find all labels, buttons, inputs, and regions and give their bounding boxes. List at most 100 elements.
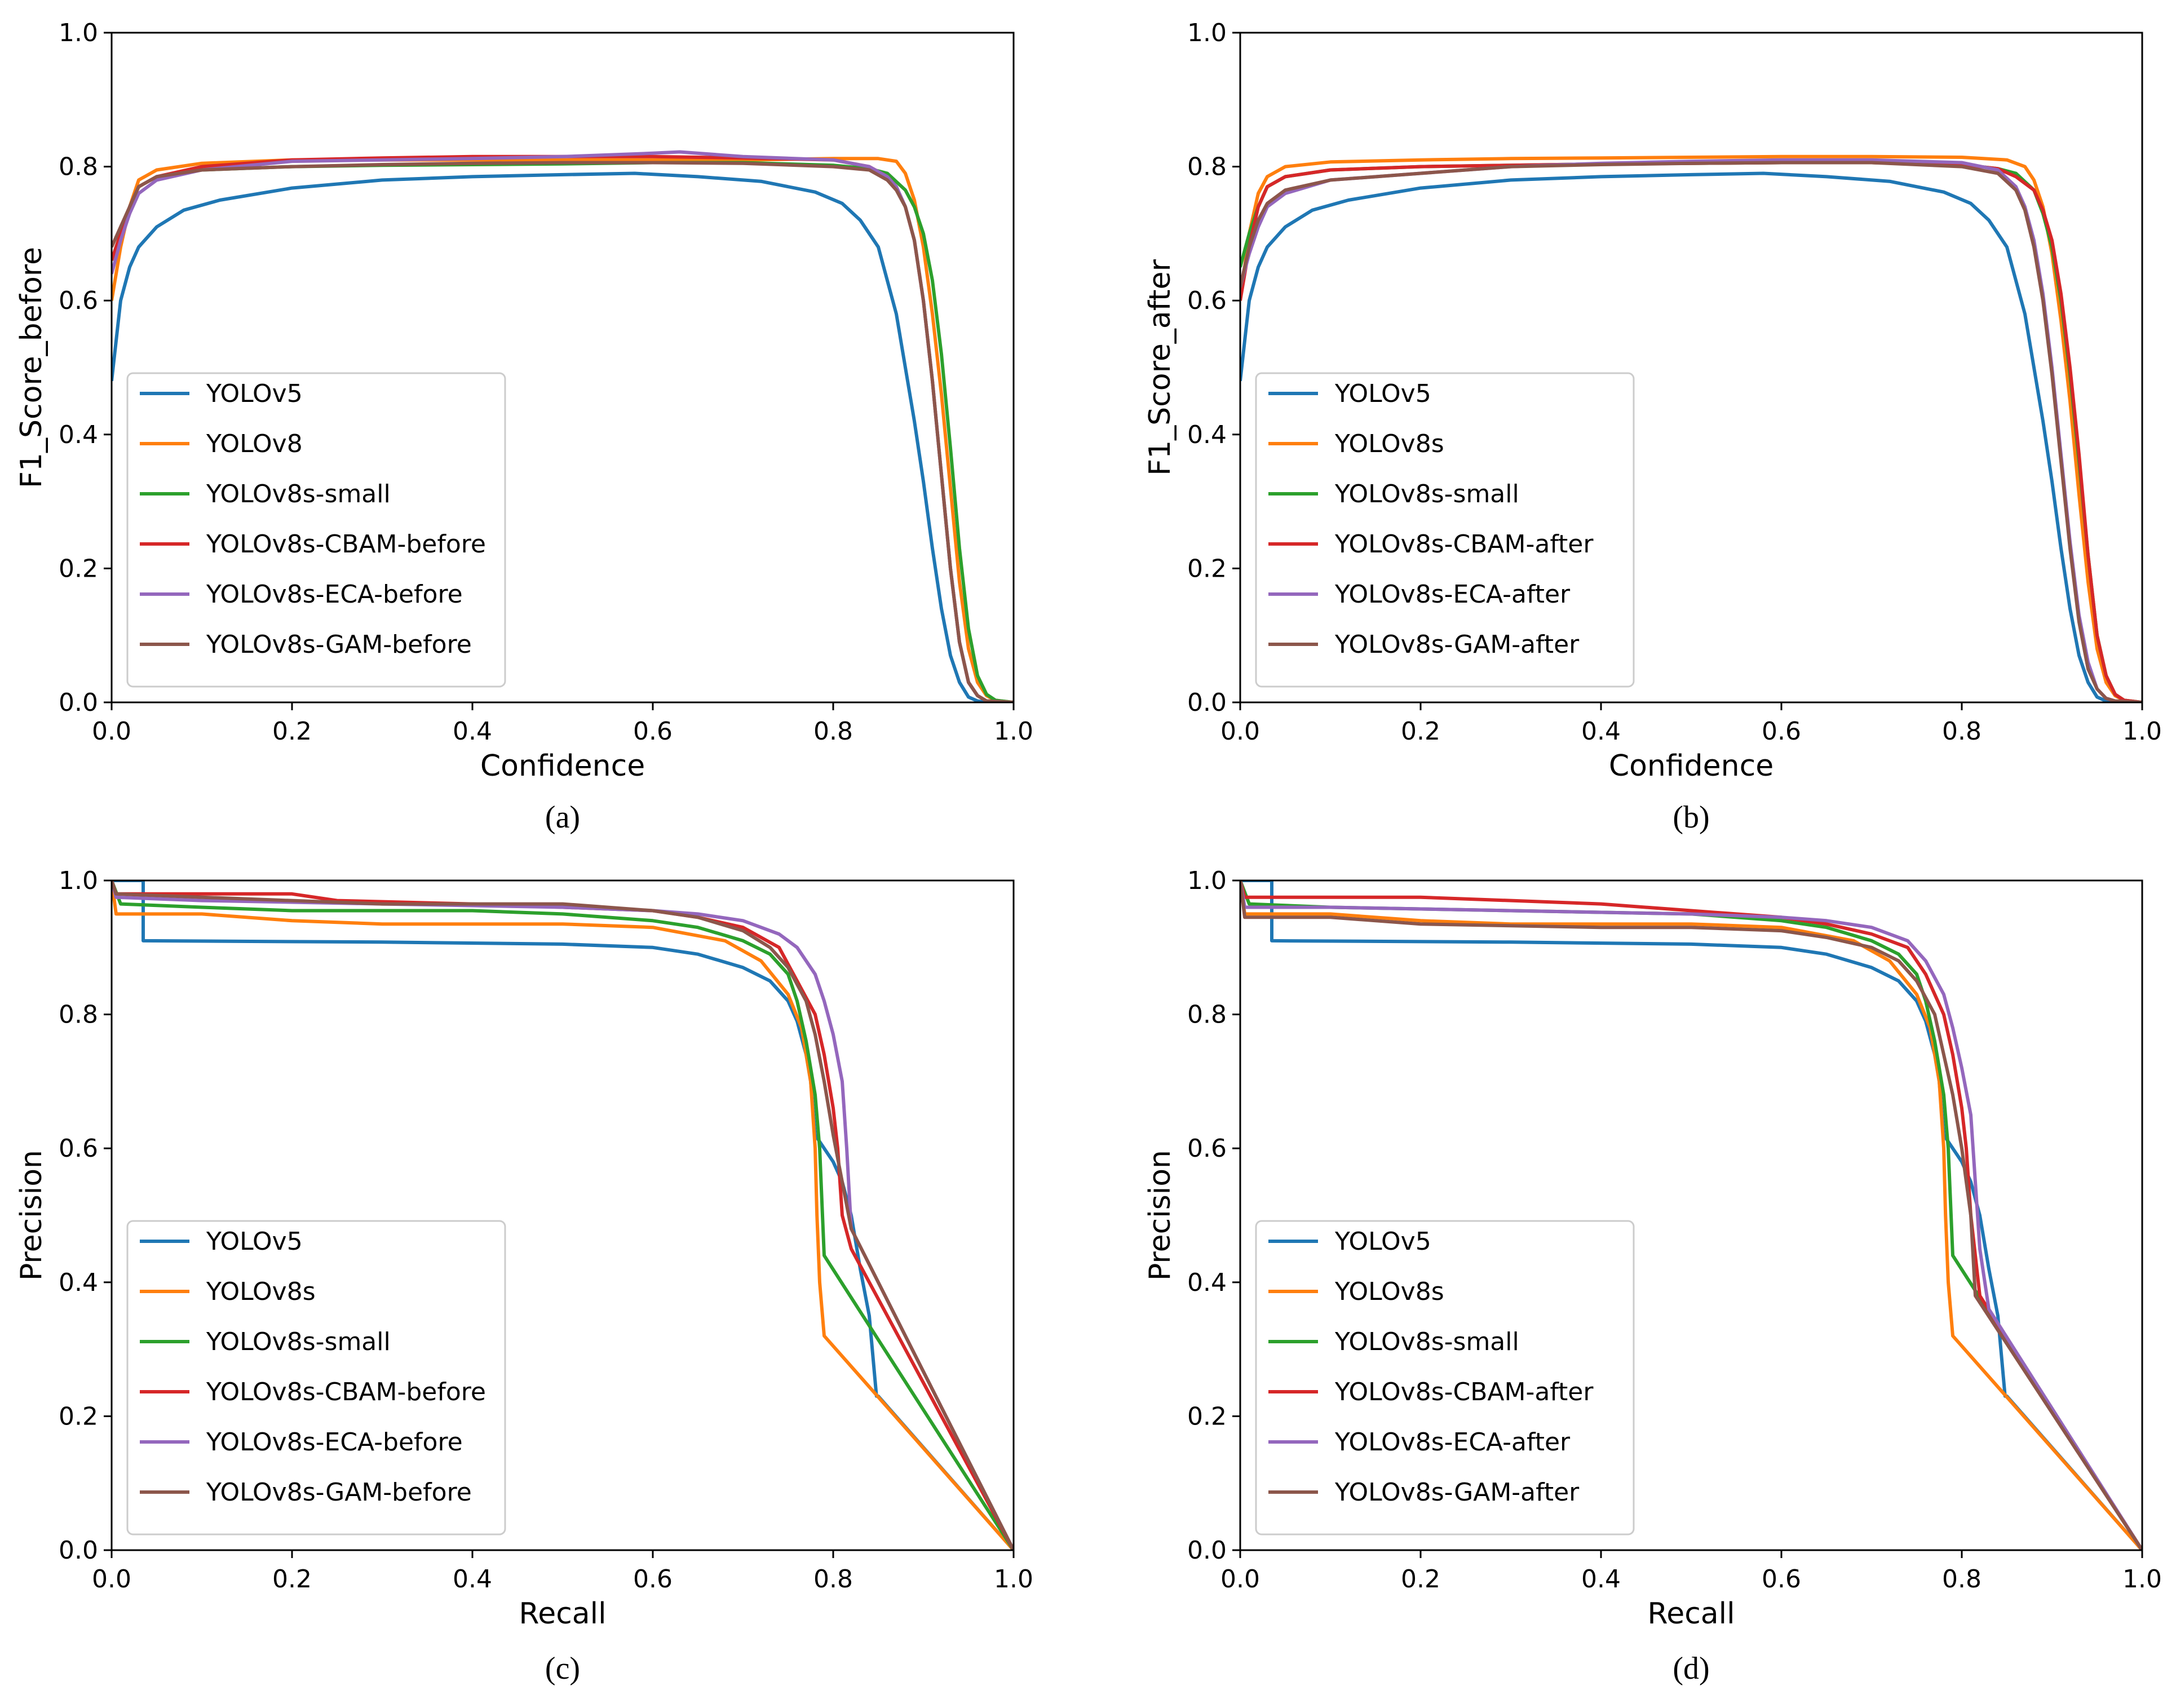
legend-label: YOLOv8s-CBAM-before <box>206 530 486 559</box>
legend-label: YOLOv8 <box>206 430 303 458</box>
legend-label: YOLOv8s <box>206 1277 316 1306</box>
legend-label: YOLOv8s-CBAM-after <box>1334 1378 1594 1406</box>
legend-label: YOLOv8s-small <box>206 480 391 508</box>
legend: YOLOv5 YOLOv8 YOLOv8s-small YOLOv8s-CBAM-be… <box>126 372 506 688</box>
series-line-YOLOv8s <box>112 880 1014 1550</box>
x-tick-label: 0.8 <box>1942 1565 1982 1594</box>
y-tick-label: 0.6 <box>1187 1134 1227 1163</box>
legend-label: YOLOv8s <box>1334 1277 1444 1306</box>
x-tick-label: 0.4 <box>1581 1565 1621 1594</box>
x-tick-label: 0.2 <box>272 1565 312 1594</box>
y-tick-label: 0.8 <box>59 153 98 182</box>
series-line-YOLOv8s <box>1240 154 2142 702</box>
x-tick-label: 1.0 <box>2122 717 2162 746</box>
legend-label: YOLOv8s-small <box>1334 480 1519 508</box>
legend-label: YOLOv8s <box>1334 430 1444 458</box>
x-tick-label: 0.8 <box>1942 717 1982 746</box>
legend-box <box>1255 372 1635 688</box>
y-tick-label: 0.2 <box>1187 1402 1227 1431</box>
y-tick-label: 0.4 <box>1187 1268 1227 1297</box>
x-tick-label: 0.4 <box>1581 717 1621 746</box>
legend-box <box>1255 1220 1635 1536</box>
legend-label: YOLOv8s-GAM-after <box>1334 1478 1580 1507</box>
x-tick-label: 1.0 <box>994 717 1033 746</box>
y-tick-label: 0.4 <box>1187 421 1227 449</box>
y-tick-label: 0.0 <box>59 688 98 717</box>
panel-b: 0.0 0.2 0.4 0.6 0.8 1.0 0.0 0.2 0.4 0.6 0.8 1.0 Conf… <box>1143 19 2162 835</box>
series-line-YOLOv8s <box>1240 880 2142 1550</box>
y-tick-label: 1.0 <box>59 19 98 47</box>
x-axis-label: Recall <box>1647 1597 1735 1631</box>
x-tick-label: 0.6 <box>1762 1565 1801 1594</box>
y-tick-label: 0.0 <box>1187 688 1227 717</box>
series-line-YOLOv8s-GAM-before <box>112 161 1014 702</box>
x-tick-label: 0.4 <box>453 1565 492 1594</box>
series-line-YOLOv8s-GAM-after <box>1240 161 2142 702</box>
y-axis-label: F1_Score_after <box>1143 259 1177 476</box>
series-line-YOLOv8s-small <box>112 880 1014 1550</box>
series-line-YOLOv5 <box>1240 171 2142 702</box>
y-tick-label: 0.0 <box>1187 1536 1227 1565</box>
x-tick-label: 0.0 <box>1220 1565 1260 1594</box>
y-tick-label: 0.4 <box>59 1268 98 1297</box>
panel-a: 0.0 0.2 0.4 0.6 0.8 1.0 0.0 0.2 0.4 0.6 0.8 1.0 Conf… <box>15 19 1033 835</box>
panel-caption: (a) <box>545 800 580 835</box>
series-line-YOLOv8 <box>112 157 1014 702</box>
legend-label: YOLOv8s-ECA-before <box>206 580 463 609</box>
plot-frame <box>110 32 1015 703</box>
plot-frame <box>1239 32 2143 703</box>
series-line-YOLOv5 <box>112 171 1014 702</box>
legend-label: YOLOv8s-ECA-after <box>1334 580 1571 609</box>
legend: YOLOv5 YOLOv8s YOLOv8s-small YOLOv8s-CBAM-a… <box>1255 1220 1635 1536</box>
panel-caption: (b) <box>1673 800 1709 835</box>
x-tick-label: 0.2 <box>1401 1565 1440 1594</box>
y-tick-label: 0.6 <box>1187 286 1227 315</box>
legend-label: YOLOv8s-small <box>1334 1328 1519 1356</box>
series-lines <box>112 880 1014 1550</box>
x-tick-label: 0.8 <box>813 1565 853 1594</box>
x-tick-label: 0.2 <box>1401 717 1440 746</box>
legend-box <box>126 1220 506 1536</box>
legend-label: YOLOv8s-ECA-before <box>206 1428 463 1457</box>
x-tick-label: 0.2 <box>272 717 312 746</box>
x-tick-label: 0.8 <box>813 717 853 746</box>
x-tick-label: 1.0 <box>2122 1565 2162 1594</box>
series-lines <box>1240 154 2142 702</box>
panel-c: 0.0 0.2 0.4 0.6 0.8 1.0 0.0 0.2 0.4 0.6 0.8 1.0 Reca… <box>15 866 1033 1686</box>
x-axis-label: Confidence <box>1609 749 1773 783</box>
legend-label: YOLOv8s-GAM-before <box>206 630 472 659</box>
x-axis-label: Recall <box>519 1597 606 1631</box>
series-lines <box>1240 880 2142 1550</box>
legend-label: YOLOv8s-CBAM-after <box>1334 530 1594 559</box>
y-tick-label: 0.2 <box>59 1402 98 1431</box>
legend-label: YOLOv8s-ECA-after <box>1334 1428 1571 1457</box>
panel-d: 0.0 0.2 0.4 0.6 0.8 1.0 0.0 0.2 0.4 0.6 0.8 1.0 Reca… <box>1143 866 2162 1686</box>
legend-box <box>126 372 506 688</box>
legend-label: YOLOv8s-small <box>206 1328 391 1356</box>
series-line-YOLOv8s-CBAM-after <box>1240 880 2142 1550</box>
panel-caption: (c) <box>545 1651 580 1686</box>
y-tick-label: 0.8 <box>1187 153 1227 182</box>
plot-frame <box>1239 879 2143 1551</box>
y-tick-label: 0.6 <box>59 1134 98 1163</box>
x-tick-label: 0.6 <box>1762 717 1801 746</box>
legend: YOLOv5 YOLOv8s YOLOv8s-small YOLOv8s-CBAM-b… <box>126 1220 506 1536</box>
y-tick-label: 1.0 <box>59 866 98 895</box>
y-tick-label: 1.0 <box>1187 866 1227 895</box>
x-tick-label: 0.0 <box>92 717 131 746</box>
x-axis-label: Confidence <box>480 749 645 783</box>
y-axis-label: F1_Score_before <box>15 247 48 488</box>
y-tick-label: 0.2 <box>59 554 98 583</box>
y-tick-label: 0.8 <box>59 1001 98 1029</box>
y-tick-label: 0.8 <box>1187 1001 1227 1029</box>
legend-label: YOLOv5 <box>206 379 303 408</box>
y-tick-label: 0.0 <box>59 1536 98 1565</box>
legend-label: YOLOv5 <box>1334 379 1431 408</box>
series-line-YOLOv8s-ECA-after <box>1240 880 2142 1550</box>
panel-caption: (d) <box>1673 1651 1709 1686</box>
series-lines <box>112 150 1014 702</box>
legend: YOLOv5 YOLOv8s YOLOv8s-small YOLOv8s-CBAM-a… <box>1255 372 1635 688</box>
x-tick-label: 0.6 <box>633 1565 673 1594</box>
y-tick-label: 0.4 <box>59 421 98 449</box>
